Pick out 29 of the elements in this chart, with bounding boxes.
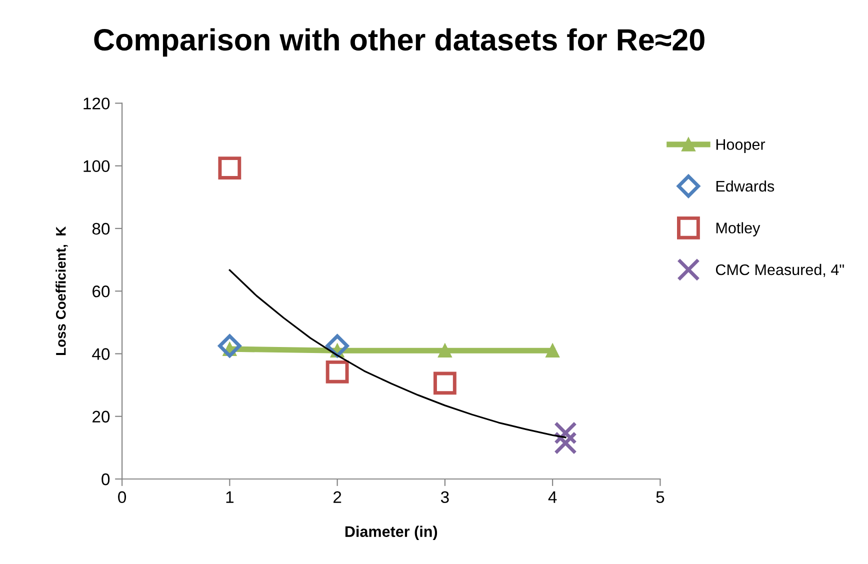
y-tick-label: 120	[84, 98, 110, 110]
line-series	[228, 269, 566, 438]
y-tick-label: 20	[92, 410, 110, 423]
legend-label: Hooper	[716, 139, 766, 153]
x-tick-label: 0	[118, 491, 126, 504]
point	[554, 432, 577, 454]
y-tick-label: 0	[102, 473, 110, 486]
point	[546, 344, 560, 358]
point	[438, 344, 452, 358]
legend-label: Edwards	[716, 180, 774, 192]
x-tick-label: 3	[440, 491, 449, 504]
y-tick-label: 60	[92, 286, 110, 298]
legend-label: CMC Measured, 4"	[716, 264, 844, 277]
y-axis-title: Loss Coefficient, K	[56, 226, 68, 355]
y-tick-label: 80	[92, 222, 110, 235]
point	[433, 372, 456, 395]
legend-label: Motley	[716, 222, 760, 236]
x-tick-label: 2	[334, 491, 342, 503]
y-tick-label: 100	[84, 160, 110, 172]
point	[218, 156, 242, 180]
y-tick-label: 40	[92, 348, 110, 360]
x-tick-label: 4	[548, 491, 557, 503]
x-tick-label: 1	[226, 491, 234, 503]
chart-title: Comparison with other datasets for Re≈20	[94, 28, 704, 57]
point	[554, 422, 577, 444]
point	[326, 360, 349, 384]
x-axis-title: Diameter (in)	[345, 526, 438, 540]
point	[218, 334, 242, 358]
x-tick-label: 5	[656, 491, 664, 504]
